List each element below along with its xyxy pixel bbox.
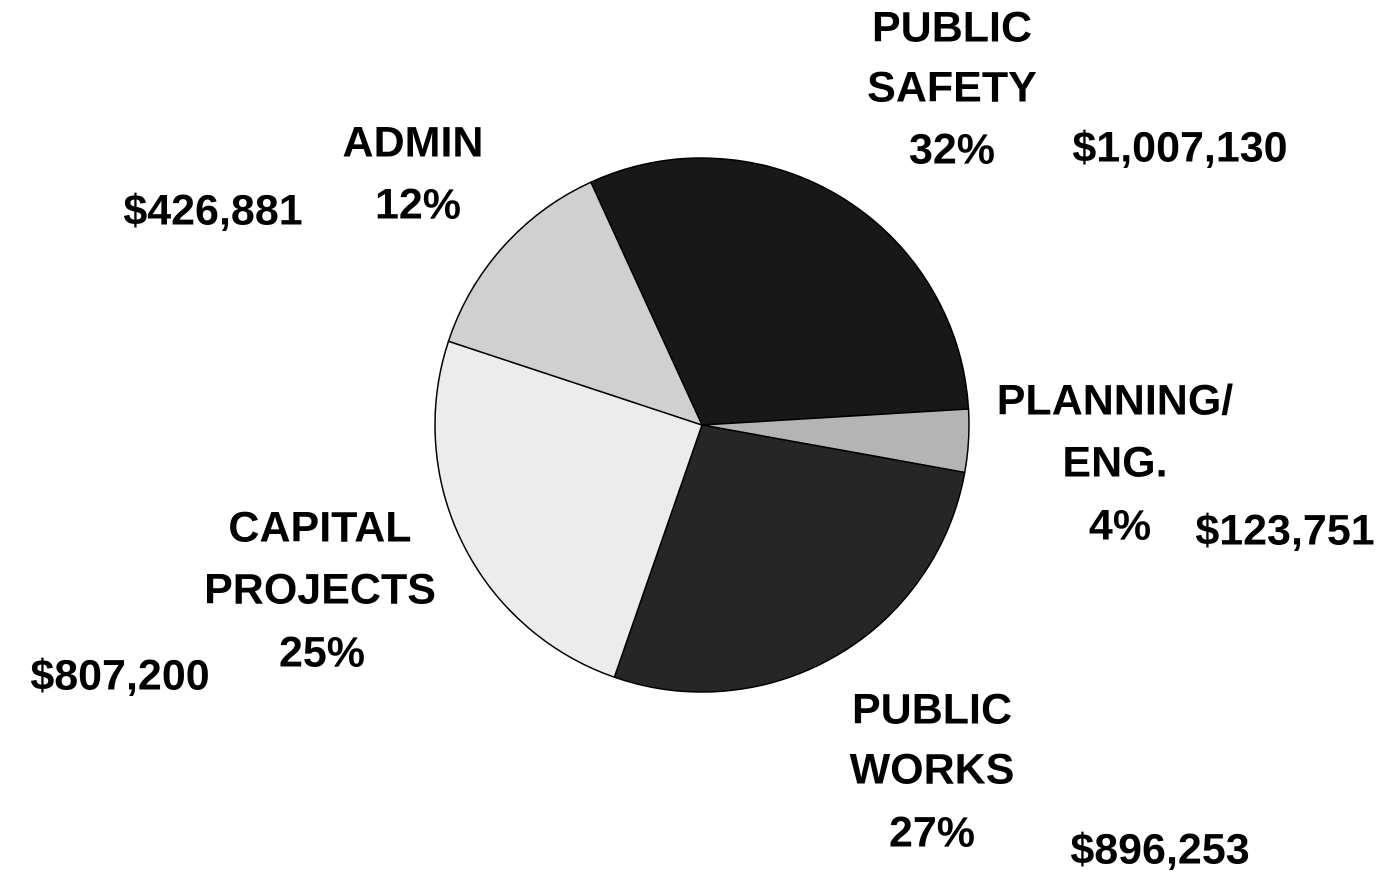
slice-label: WORKS [850,745,1015,793]
percentage-label: 12% [375,180,461,228]
pie-slice [589,157,970,426]
value-label: $807,200 [30,651,209,699]
slice-label: PUBLIC [872,3,1032,51]
percentage-label: 25% [279,628,365,676]
slice-label: ENG. [1062,438,1167,486]
slice-label: SAFETY [867,63,1037,111]
value-label: $896,253 [1070,825,1249,873]
slice-label: PUBLIC [852,685,1012,733]
slice-label: CAPITAL [228,503,411,551]
value-label: $123,751 [1195,506,1374,554]
pie-slice [447,181,704,427]
value-label: $426,881 [123,186,302,234]
slice-label: PLANNING/ [997,376,1234,424]
slice-label: PROJECTS [204,565,436,613]
slice-label: ADMIN [343,118,484,166]
percentage-label: 27% [889,808,975,856]
percentage-label: 4% [1089,501,1151,549]
pie-slice [434,340,703,679]
value-label: $1,007,130 [1072,123,1287,171]
pie-slice [613,424,966,693]
percentage-label: 32% [909,125,995,173]
